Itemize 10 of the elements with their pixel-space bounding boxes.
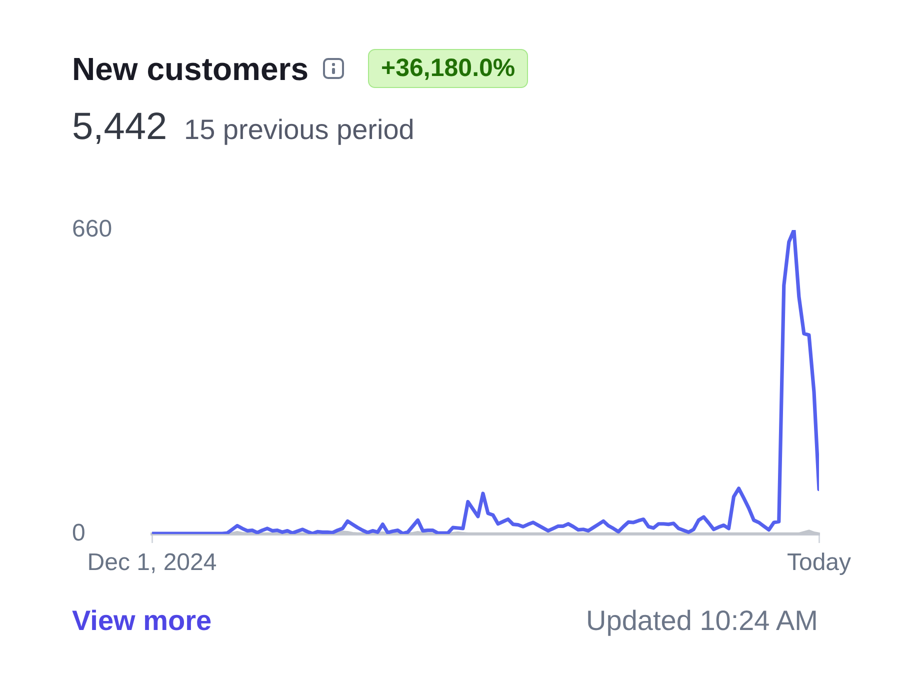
x-tick-label: Dec 1, 2024 [87,549,217,576]
chart-title: New customers [72,51,309,87]
text: View more [72,605,212,636]
text: +36,180.0% [368,49,528,88]
y-tick-label: 660 [72,216,112,243]
y-tick-label: 0 [72,520,86,547]
chart-subtitle: 5,442 [72,106,168,148]
x-tick-label: Today [786,549,852,576]
text: 15 previous period [184,114,414,145]
text: Updated 10:24 AM [586,605,818,636]
